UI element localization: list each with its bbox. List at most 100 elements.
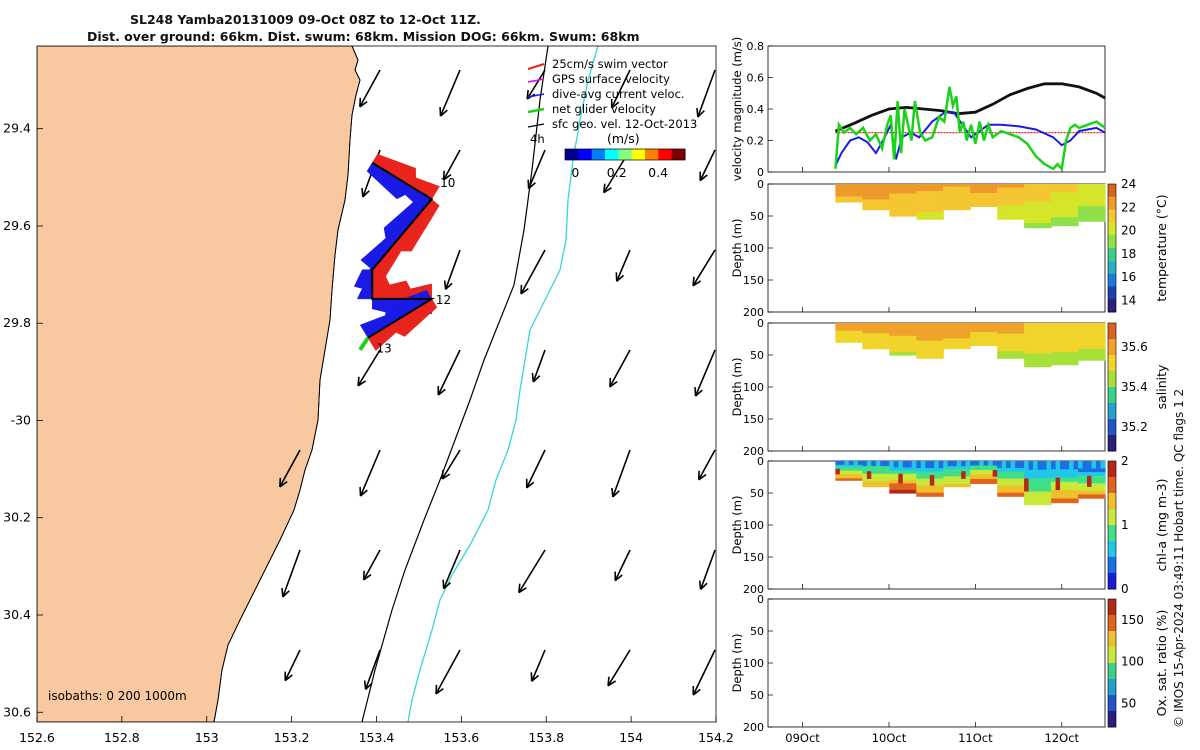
map-x-tick-label: 153.2 [274,730,310,745]
heatmap-cell [1046,327,1052,333]
heatmap-cell [884,478,890,483]
panel-colorbar-swatch [1108,371,1116,388]
heatmap-cell [988,188,994,192]
heatmap-cell [983,332,989,335]
heatmap-cell [1051,469,1057,475]
heatmap-cell [920,461,926,466]
panel-colorbar-frame [1107,322,1117,452]
heatmap-cell [952,199,958,203]
heatmap-cell [1010,344,1016,349]
heatmap-cell [970,188,976,192]
colorbar-swatch [658,149,673,160]
geo-velocity-arrow [614,549,631,582]
panel-colorbar-swatch [1108,541,1116,558]
heatmap-cell [893,190,899,195]
heatmap-cell [1069,494,1075,500]
heatmap-cell [902,489,908,494]
heatmap-cell [839,324,845,328]
heatmap-cell [1064,498,1070,504]
heatmap-cell [929,326,935,331]
heatmap-cell [1006,351,1012,356]
heatmap-cell [857,338,863,341]
heatmap-cell [1046,210,1052,216]
heatmap-cell [1019,464,1025,469]
heatmap-cell [880,333,886,337]
heatmap-cell [1078,352,1084,357]
heatmap-cell [1096,195,1102,200]
heatmap-cell [1037,353,1043,359]
heatmap-cell [875,328,881,332]
heatmap-cell [911,184,917,188]
heatmap-cell [997,471,1003,476]
heatmap-cell [947,473,953,477]
heatmap-cell [997,482,1003,487]
heatmap-cell [866,343,872,347]
heatmap-cell [902,461,908,465]
heatmap-cell [1037,218,1043,224]
heatmap-cell [1015,344,1021,349]
heatmap-cell [925,468,931,473]
map-y-tick-label: 30.2 [3,510,31,525]
heatmap-cell [911,329,917,334]
heatmap-cell [965,325,971,329]
heatmap-cell [1078,213,1084,218]
heatmap-cell [1064,356,1070,362]
geo-velocity-arrow [442,149,461,181]
arrow-shaft [441,449,461,480]
heatmap-cell [934,191,940,196]
heatmap-cell [983,478,989,482]
heatmap-cell [916,340,922,345]
heatmap-cell [943,184,949,188]
heatmap-cell [1006,184,1012,189]
heatmap-cell [1033,336,1039,342]
heatmap-cell [1087,213,1093,218]
heatmap-cell [1015,482,1021,487]
heatmap-cell [1055,348,1061,353]
heatmap-cell [938,464,944,469]
heatmap-cell [988,472,994,475]
heatmap-cell [893,329,899,334]
panel-colorbar-tick-label: 2 [1121,454,1129,468]
heatmap-cell [1091,213,1097,218]
heatmap-cell [907,209,913,214]
heatmap-cell [929,205,935,210]
heatmap-cell [1042,465,1048,471]
heatmap-cell [1046,469,1052,475]
heatmap-cell [956,476,962,480]
heatmap-cell [1037,495,1043,501]
heatmap-cell [1078,490,1084,495]
heatmap-cell [961,338,967,342]
legend-net-label: net glider velocity [552,102,656,116]
heatmap-cell [961,194,967,198]
heatmap-cell [875,338,881,342]
heatmap-cell [1015,201,1021,206]
heatmap-cell [880,468,886,472]
track-line [367,161,436,339]
heatmap-cell [1010,184,1016,189]
heatmap-cell [929,337,935,342]
map-x-tick-label: 153.6 [443,730,479,745]
heatmap-cell [893,193,899,198]
heatmap-cell [1069,477,1075,483]
heatmap-cell [853,461,859,464]
heatmap-cell [1037,478,1043,484]
heatmap-cell [1019,333,1025,338]
heatmap-cell [1028,482,1034,488]
heatmap-cell [920,485,926,490]
heatmap-cell [898,464,904,468]
heatmap-cell [835,476,841,479]
heatmap-cell [983,476,989,480]
heatmap-cell [988,201,994,205]
heatmap-cell [965,343,971,347]
heatmap-cell [997,344,1003,349]
heatmap-cell [1082,356,1088,361]
heatmap-cell [952,189,958,193]
heatmap-cell [1033,353,1039,359]
heatmap-cell [835,187,841,190]
heatmap-cell [853,194,859,198]
heatmap-cell [974,343,980,346]
heatmap-cell [929,194,935,199]
heatmap-cell [898,323,904,327]
heatmap-cell [839,184,845,187]
